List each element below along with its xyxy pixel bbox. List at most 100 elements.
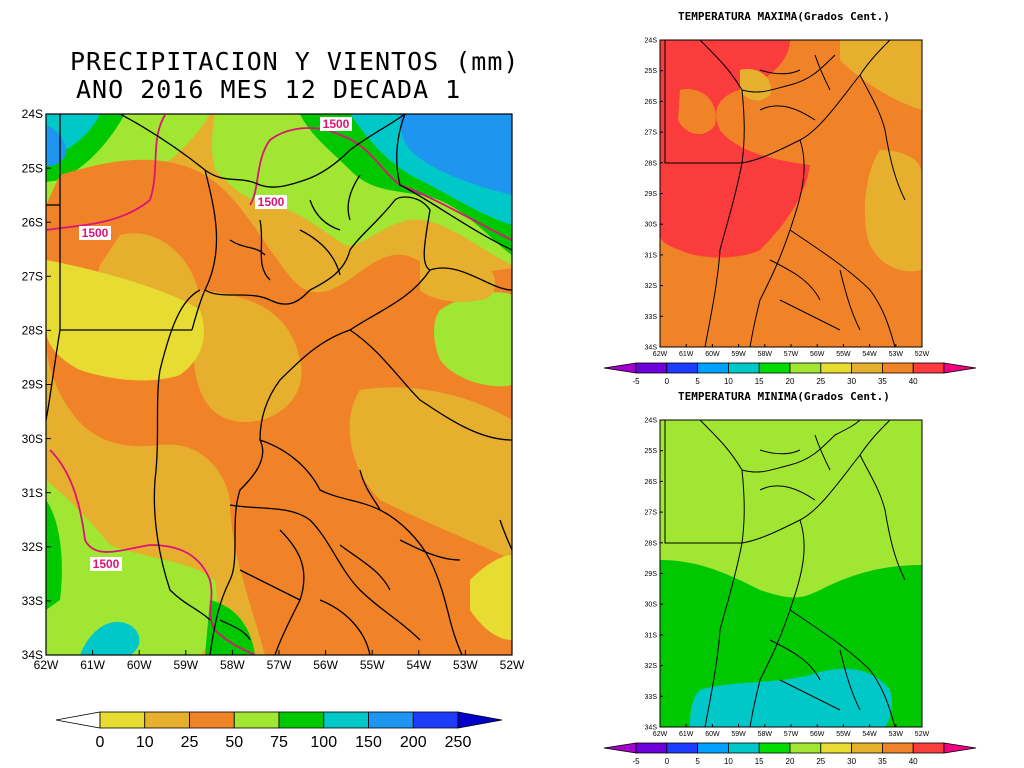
tmax-lightorange-ne [840, 40, 922, 110]
colorbar-swatch [912, 362, 945, 374]
x-tick-label: 56W [313, 658, 338, 672]
precip-blue-topleft [46, 125, 67, 167]
y-tick-label: 27S [645, 130, 658, 137]
x-tick-label: 54W [406, 658, 431, 672]
colorbar-swatch [820, 742, 852, 754]
colorbar-swatch [635, 362, 668, 374]
colorbar-swatch [635, 742, 668, 754]
x-tick-label: 58W [758, 731, 773, 738]
colorbar-left-arrow [55, 711, 101, 729]
colorbar-swatch [278, 711, 325, 729]
y-tick-label: 33S [645, 694, 658, 701]
x-tick-label: 59W [173, 658, 198, 672]
precip-colorbar: 0 10 25 50 75 100 150 200 250 [55, 711, 503, 751]
colorbar-label: 10 [724, 377, 733, 386]
colorbar-right-arrow [943, 362, 977, 374]
x-tick-label: 53W [889, 351, 904, 358]
colorbar-swatch [666, 362, 698, 374]
colorbar-swatch [368, 711, 414, 729]
y-tick-label: 25S [645, 448, 658, 455]
colorbar-left-arrow [603, 362, 637, 374]
colorbar-label: 200 [400, 734, 427, 751]
colorbar-label: 10 [136, 734, 154, 751]
x-tick-label: 60W [127, 658, 152, 672]
colorbar-label: 100 [310, 734, 337, 751]
y-tick-label: 33S [22, 594, 43, 608]
y-tick-label: 31S [645, 632, 658, 639]
colorbar-swatch [882, 362, 914, 374]
precip-title-line-1: PRECIPITACION Y VIENTOS (mm) [70, 47, 520, 76]
y-tick-label: 30S [22, 432, 43, 446]
y-tick-label: 31S [22, 486, 43, 500]
y-tick-label: 29S [645, 571, 658, 578]
y-tick-label: 33S [645, 314, 658, 321]
colorbar-swatch [412, 711, 459, 729]
colorbar-label: 25 [816, 377, 825, 386]
x-tick-label: 62W [34, 658, 59, 672]
tmax-borders [664, 40, 906, 347]
tmax-orange-patch [678, 89, 716, 135]
y-tick-label: 24S [645, 417, 658, 424]
precip-contour-labels: 1500 1500 1500 1500 [79, 117, 352, 571]
colorbar-swatch [189, 711, 235, 729]
colorbar-label: 20 [786, 757, 795, 766]
colorbar-label: 0 [665, 757, 670, 766]
precip-dkgreen-sw [46, 500, 62, 610]
y-tick-label: 27S [645, 510, 658, 517]
tmin-green-patch [759, 606, 810, 650]
precip-cyan-sw [80, 621, 140, 655]
x-tick-label: 52W [500, 658, 525, 672]
colorbar-label: 10 [724, 757, 733, 766]
colorbar-swatch [728, 362, 760, 374]
colorbar-swatch [144, 711, 190, 729]
colorbar-swatch [882, 742, 914, 754]
tmin-borders [664, 420, 906, 727]
x-tick-label: 61W [679, 731, 694, 738]
precip-yellow-se [470, 555, 512, 640]
colorbar-label: 50 [225, 734, 243, 751]
precip-contour-1500-north [249, 127, 512, 241]
contour-label: 1500 [258, 195, 285, 209]
y-tick-label: 29S [22, 378, 43, 392]
colorbar-right-arrow [943, 742, 977, 754]
contour-label: 1500 [323, 117, 350, 131]
tmin-cyan-south [690, 668, 893, 727]
tmin-map: 62W 61W 60W 59W 58W 57W 56W 55W 54W 53W 52W 24S 25S 2… [645, 417, 930, 738]
y-tick-label: 32S [645, 283, 658, 290]
x-tick-label: 58W [220, 658, 245, 672]
x-tick-label: 53W [453, 658, 478, 672]
colorbar-label: 15 [755, 757, 764, 766]
precip-borders [46, 114, 512, 655]
colorbar-swatch [758, 742, 791, 754]
colorbar-swatch [820, 362, 852, 374]
y-tick-label: 26S [645, 99, 658, 106]
y-tick-label: 24S [22, 107, 43, 121]
x-tick-label: 52W [915, 731, 930, 738]
x-tick-label: 55W [836, 731, 851, 738]
precip-axes: 62W 61W 60W 59W 58W 57W 56W 55W 54W 53W 52W 24S 25S 2… [22, 107, 525, 672]
precip-contour-1500-south [49, 449, 256, 655]
colorbar-right-arrow [457, 711, 503, 729]
colorbar-label: 0 [96, 734, 105, 751]
colorbar-label: 0 [665, 377, 670, 386]
x-tick-label: 61W [679, 351, 694, 358]
precip-green-east [434, 292, 512, 387]
x-tick-label: 55W [360, 658, 385, 672]
x-tick-label: 53W [889, 731, 904, 738]
colorbar-label: 25 [816, 757, 825, 766]
tmax-colorbar: -5 0 5 10 15 20 25 30 35 40 [603, 362, 977, 386]
colorbar-swatch [323, 711, 369, 729]
precip-title-line-2: ANO 2016 MES 12 DECADA 1 [76, 75, 462, 104]
colorbar-swatch [851, 362, 883, 374]
colorbar-left-arrow [603, 742, 637, 754]
colorbar-swatch [233, 711, 280, 729]
y-tick-label: 32S [645, 663, 658, 670]
y-tick-label: 29S [645, 191, 658, 198]
colorbar-label: 75 [270, 734, 288, 751]
y-tick-label: 34S [645, 724, 658, 731]
colorbar-label: 25 [181, 734, 199, 751]
colorbar-label: 15 [755, 377, 764, 386]
colorbar-label: 5 [695, 377, 700, 386]
tmax-axes: 62W 61W 60W 59W 58W 57W 56W 55W 54W 53W 52W 24S 25S 2… [645, 37, 930, 358]
